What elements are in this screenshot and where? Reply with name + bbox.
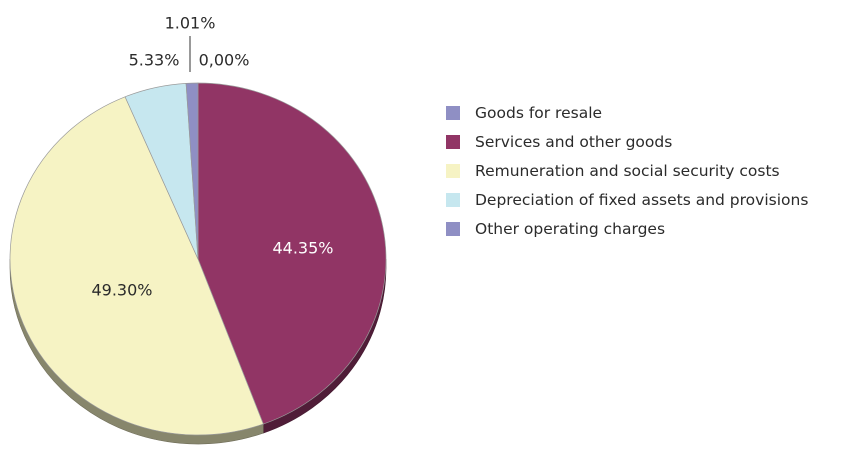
legend-label: Remuneration and social security costs — [475, 161, 780, 180]
legend-label: Goods for resale — [475, 103, 603, 122]
legend-swatch — [446, 221, 460, 236]
legend-swatch — [446, 134, 460, 149]
legend-swatch — [446, 192, 460, 207]
legend-swatch — [446, 163, 460, 178]
legend-swatch — [446, 105, 460, 120]
pie-slice-other-operating-charges — [185, 82, 199, 260]
legend-label: Depreciation of fixed assets and provisi… — [475, 190, 809, 209]
data-label-depreciation-of-fixed-assets-and-provisions: 5.33% — [129, 51, 180, 70]
legend-item-goods-for-resale: Goods for resale — [446, 98, 808, 127]
legend-item-other-operating-charges: Other operating charges — [446, 214, 808, 243]
chart-legend: Goods for resale Services and other goods… — [446, 98, 808, 243]
data-label-other-operating-charges: 1.01% — [165, 14, 216, 33]
data-label-remuneration-and-social-security-costs: 49.30% — [91, 281, 152, 300]
legend-label: Other operating charges — [475, 219, 666, 238]
pie-slices — [9, 82, 387, 436]
legend-item-depreciation-of-fixed-assets-and-provisions: Depreciation of fixed assets and provisi… — [446, 185, 808, 214]
legend-item-remuneration-and-social-security-costs: Remuneration and social security costs — [446, 156, 808, 185]
data-label-goods-for-resale: 0,00% — [199, 51, 250, 70]
pie-data-labels: 44.35% 49.30% 5.33% 1.01% 0,00% — [91, 14, 333, 300]
legend-label: Services and other goods — [475, 132, 673, 151]
pie-chart: 44.35% 49.30% 5.33% 1.01% 0,00% — [9, 14, 387, 445]
pie-slice-services-and-other-goods — [197, 82, 387, 425]
pie-slice-remuneration-and-social-security-costs — [9, 96, 264, 436]
data-label-services-and-other-goods: 44.35% — [272, 239, 333, 258]
legend-item-services-and-other-goods: Services and other goods — [446, 127, 808, 156]
